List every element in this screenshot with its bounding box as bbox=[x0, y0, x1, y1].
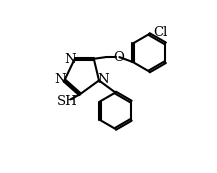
Text: SH: SH bbox=[57, 95, 77, 108]
Text: N: N bbox=[54, 73, 66, 86]
Text: Cl: Cl bbox=[153, 26, 168, 39]
Text: N: N bbox=[64, 53, 76, 66]
Text: O: O bbox=[113, 51, 124, 64]
Text: N: N bbox=[97, 72, 109, 86]
